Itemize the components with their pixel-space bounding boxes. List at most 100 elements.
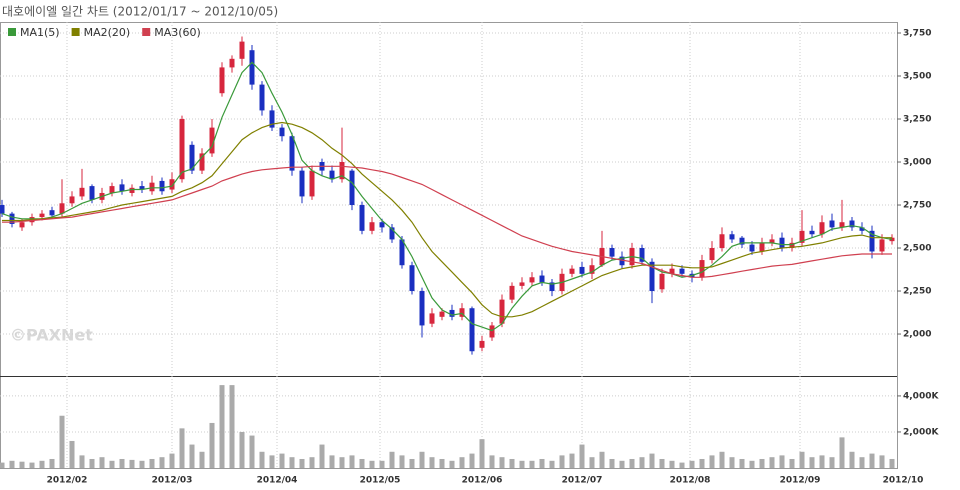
- volume-bar: [599, 451, 605, 468]
- volume-bar: [49, 458, 55, 468]
- volume-bar: [699, 458, 705, 468]
- volume-bar: [209, 422, 215, 468]
- candle-body: [209, 127, 215, 154]
- volume-bar: [529, 460, 535, 468]
- volume-bar: [829, 457, 835, 468]
- legend-swatch: [142, 28, 151, 36]
- volume-bar: [179, 428, 185, 468]
- volume-bar: [219, 385, 225, 468]
- y-tick-label: 3,000: [903, 158, 931, 168]
- candle-body: [369, 222, 375, 231]
- candle-body: [19, 222, 25, 228]
- legend-swatch: [71, 28, 80, 36]
- candle-body: [79, 187, 85, 197]
- volume-bar: [379, 460, 385, 468]
- volume-bar: [719, 451, 725, 468]
- candle-body: [789, 242, 795, 249]
- legend-label: MA1(5): [20, 26, 60, 39]
- candle-body: [619, 256, 625, 266]
- volume-bar: [239, 431, 245, 468]
- volume-bar: [619, 460, 625, 468]
- candle-body: [569, 268, 575, 274]
- volume-bar: [399, 455, 405, 468]
- volume-bar: [289, 457, 295, 468]
- candle-body: [649, 261, 655, 292]
- candle-body: [129, 187, 135, 193]
- y-tick-label: 2,000: [903, 330, 931, 340]
- volume-bar: [469, 453, 475, 468]
- volume-bar: [69, 440, 75, 468]
- volume-bar: [849, 451, 855, 468]
- volume-bar: [559, 455, 565, 468]
- volume-bar: [459, 457, 465, 468]
- candle-body: [199, 153, 205, 171]
- volume-bar: [309, 457, 315, 468]
- volume-bar: [129, 459, 135, 468]
- y-tick-label: 2,500: [903, 244, 931, 254]
- volume-bar: [449, 460, 455, 468]
- candle-body: [379, 222, 385, 228]
- volume-bar: [789, 458, 795, 468]
- y-tick-label: 2,000K: [903, 427, 939, 437]
- candle-body: [269, 110, 275, 128]
- candle-body: [299, 170, 305, 197]
- volume-bar: [499, 457, 505, 468]
- volume-bar: [419, 451, 425, 468]
- volume-bar: [429, 457, 435, 468]
- candle-body: [759, 242, 765, 252]
- candle-body: [289, 136, 295, 171]
- candle-body: [779, 237, 785, 249]
- volume-bar: [39, 460, 45, 468]
- candle-body: [279, 127, 285, 137]
- volume-bar: [319, 444, 325, 468]
- candle-body: [749, 244, 755, 252]
- volume-bar: [879, 455, 885, 468]
- volume-bar: [9, 460, 15, 468]
- candle-body: [359, 205, 365, 231]
- candle-body: [889, 237, 895, 242]
- x-tick-label: 2012/06: [462, 476, 503, 486]
- volume-bar: [389, 451, 395, 468]
- candle-body: [489, 325, 495, 338]
- candle-body: [159, 180, 165, 192]
- y-tick-label: 3,750: [903, 29, 931, 39]
- x-tick-label: 2012/09: [780, 476, 821, 486]
- volume-bar: [169, 453, 175, 468]
- x-tick-label: 2012/03: [152, 476, 193, 486]
- volume-bar: [679, 462, 685, 468]
- volume-bar: [669, 460, 675, 468]
- volume-bar: [589, 457, 595, 468]
- volume-bar: [139, 460, 145, 468]
- candle-body: [169, 179, 175, 190]
- volume-bar: [489, 455, 495, 468]
- volume-bar: [159, 457, 165, 468]
- candle-body: [49, 210, 55, 216]
- candle-body: [419, 291, 425, 326]
- volume-bar: [29, 462, 35, 468]
- candle-body: [529, 277, 535, 283]
- candle-body: [349, 170, 355, 206]
- volume-bar: [279, 453, 285, 468]
- candle-body: [309, 170, 315, 197]
- candle-body: [179, 119, 185, 180]
- candle-body: [659, 273, 665, 290]
- volume-bar: [889, 458, 895, 468]
- candle-body: [499, 299, 505, 324]
- candle-body: [679, 268, 685, 274]
- volume-bar: [709, 455, 715, 468]
- candle-body: [339, 162, 345, 180]
- y-tick-label: 3,250: [903, 115, 931, 125]
- y-tick-label: 2,750: [903, 201, 931, 211]
- candle-body: [579, 266, 585, 274]
- y-tick-label: 4,000K: [903, 391, 939, 401]
- candle-body: [149, 182, 155, 192]
- candle-body: [879, 239, 885, 252]
- candle-body: [809, 230, 815, 235]
- legend-label: MA2(20): [84, 26, 131, 39]
- watermark: ©PAXNet: [10, 326, 93, 345]
- volume-bar: [199, 451, 205, 468]
- candle-body: [229, 58, 235, 68]
- volume-bar: [729, 457, 735, 468]
- candle-body: [469, 308, 475, 352]
- volume-bar: [569, 453, 575, 468]
